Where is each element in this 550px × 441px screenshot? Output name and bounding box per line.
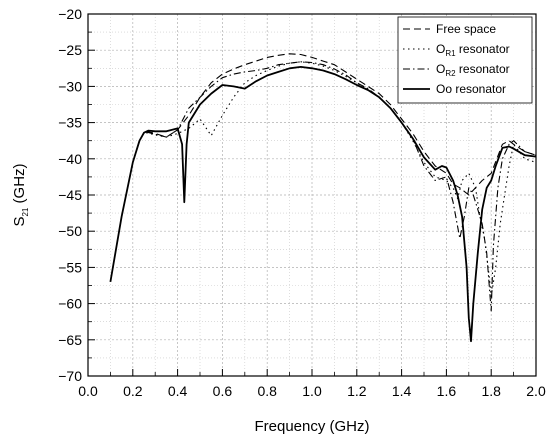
x-tick-label: 1.6 <box>437 383 457 399</box>
y-tick-label: −40 <box>58 151 82 167</box>
y-axis-title-rest: (GHz) <box>11 163 28 207</box>
y-axis-title-main: S <box>11 217 28 227</box>
y-tick-label: −30 <box>58 78 82 94</box>
y-axis-title-sub: 21 <box>21 207 30 216</box>
x-tick-label: 0.2 <box>123 383 143 399</box>
series-line-3 <box>109 66 537 343</box>
legend-label-0: Free space <box>436 22 496 36</box>
x-tick-label: 0.0 <box>78 383 98 399</box>
x-tick-label: 1.8 <box>481 383 501 399</box>
x-tick-label: 0.4 <box>168 383 188 399</box>
x-tick-label: 1.4 <box>392 383 412 399</box>
x-tick-label: 2.0 <box>526 383 546 399</box>
x-tick-label: 0.8 <box>257 383 277 399</box>
x-tick-label: 1.2 <box>347 383 367 399</box>
ticks-layer <box>87 13 537 377</box>
legend: Free space OR1 resonator OR2 resonator Oo r… <box>397 16 533 104</box>
y-tick-label: −70 <box>58 368 82 384</box>
y-tick-label: −25 <box>58 42 82 58</box>
series-layer <box>109 53 537 343</box>
series-line-1 <box>146 61 537 297</box>
x-tick-label: 1.0 <box>302 383 322 399</box>
y-tick-label: −45 <box>58 187 82 203</box>
y-tick-label: −20 <box>58 6 82 22</box>
y-tick-label: −60 <box>58 296 82 312</box>
y-tick-label: −55 <box>58 259 82 275</box>
legend-label-1: OR1 resonator <box>436 42 510 58</box>
y-axis-title: S21 (GHz) <box>11 163 30 226</box>
series-line-0 <box>146 53 537 196</box>
x-axis-title: Frequency (GHz) <box>254 418 369 435</box>
legend-label-2: OR2 resonator <box>436 62 510 78</box>
y-tick-label: −50 <box>58 223 82 239</box>
y-tick-label: −65 <box>58 332 82 348</box>
x-tick-label: 0.6 <box>213 383 233 399</box>
y-tick-label: −35 <box>58 115 82 131</box>
legend-label-3: Oo resonator <box>436 82 506 96</box>
tick-labels: 0.0 0.2 0.4 0.6 0.8 1.0 1.2 1.4 1.6 1.8 2.0 −70 −65 −… <box>58 6 546 399</box>
